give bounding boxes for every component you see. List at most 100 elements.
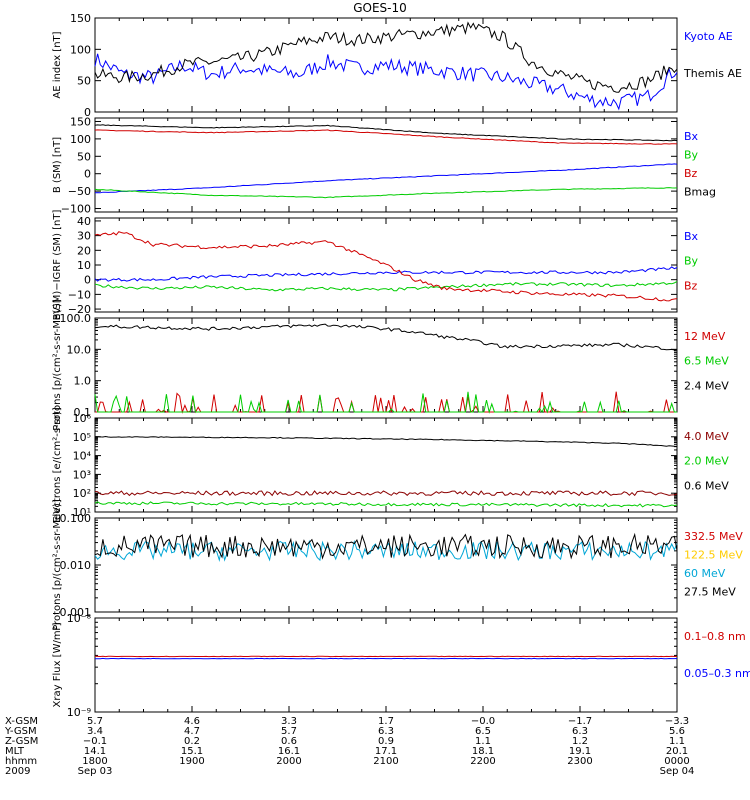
series-line	[94, 532, 678, 560]
y-tick-label: 150	[70, 115, 91, 128]
legend-label: By	[684, 149, 699, 162]
y-tick-label: 10⁶	[73, 412, 92, 425]
series-line	[94, 280, 678, 292]
bottom-axis-value: −0.1	[83, 736, 107, 747]
panel-4: 100.0 10.0 1.0 0.1 Protons [p/(cm²-s-sr-MeV)…	[52, 299, 729, 431]
legend-label: 0.6 MeV	[684, 479, 729, 492]
bottom-axis-value: 0.9	[378, 736, 394, 747]
y-tick-label: 0.001	[60, 606, 92, 619]
bottom-axis-value: 6.5	[475, 726, 491, 737]
y-tick-label: −20	[68, 303, 91, 316]
panel-frame	[94, 517, 678, 613]
bottom-axis-value: 0.2	[184, 736, 200, 747]
series-line	[94, 490, 678, 497]
y-tick-label: 30	[77, 230, 91, 243]
y-tick-label: 0.1	[74, 406, 92, 419]
legend-label: 122.5 MeV	[684, 549, 743, 562]
bottom-axis-value: 20.1	[666, 746, 688, 757]
bottom-row-label: X-GSM	[5, 716, 38, 727]
legend-label: Themis AE	[683, 67, 742, 80]
figure-title: GOES-10	[353, 1, 407, 15]
bottom-axis-value: 4.6	[184, 716, 200, 727]
y-tick-label: 1.0	[74, 375, 92, 388]
series-line	[94, 163, 678, 194]
series-line	[94, 129, 678, 145]
bottom-axis-value: 1.7	[378, 716, 394, 727]
y-tick-label: −10	[68, 288, 91, 301]
panel-frame	[94, 417, 678, 513]
bottom-axis-value: 5.7	[281, 726, 297, 737]
series-line	[94, 231, 678, 302]
bottom-axis-value: 3.3	[281, 716, 297, 727]
y-tick-label: −50	[68, 185, 91, 198]
legend-label: 27.5 MeV	[684, 586, 736, 599]
bottom-axis-value: 2000	[276, 756, 301, 767]
y-tick-label: 10⁻⁹	[67, 706, 91, 719]
y-tick-label: 100	[70, 133, 91, 146]
y-tick-label: 0	[84, 106, 91, 119]
panel-2: 150 100 50 0 −50 −100 B (SM) [nT] Bx By Bz Bmag	[52, 115, 716, 215]
series-line	[94, 266, 678, 282]
y-axis-label: Protons [p/(cm²-s-sr-MeV)]	[52, 499, 63, 631]
bottom-axis-value: 6.3	[378, 726, 394, 737]
bottom-row-label: Z-GSM	[5, 736, 38, 747]
legend-label: 6.5 MeV	[684, 355, 729, 368]
legend-label: Bmag	[684, 186, 716, 199]
series-line	[94, 187, 678, 199]
y-tick-label: 10¹	[73, 506, 91, 519]
y-tick-label: 10³	[73, 468, 91, 481]
bottom-axis-value: 17.1	[375, 746, 397, 757]
bottom-axis-value: 15.1	[181, 746, 203, 757]
y-tick-label: 40	[77, 215, 91, 228]
bottom-axis-value: −3.3	[665, 716, 689, 727]
y-axis-label: B (SM) [nT]	[52, 137, 63, 193]
y-tick-label: 0.010	[60, 559, 92, 572]
y-tick-label: 10⁴	[73, 450, 92, 463]
bottom-row-label: hhmm	[5, 756, 37, 767]
panel-7: 10⁻⁸ 10⁻⁹ Xray Flux [W/m²] 0.1–0.8 nm 0.05–0…	[52, 612, 750, 719]
bottom-axis-value: 2200	[470, 756, 495, 767]
bottom-axis-value: 1.1	[475, 736, 491, 747]
legend-label: 12 MeV	[684, 330, 726, 343]
bottom-row-label: 2009	[5, 766, 30, 777]
y-tick-label: 10	[77, 259, 91, 272]
bottom-axis-value: −0.0	[471, 716, 495, 727]
y-axis-label: Protons [p/(cm²-s-sr-MeV)]	[52, 299, 63, 431]
panel-frame	[94, 317, 678, 413]
series-line	[95, 435, 678, 447]
y-tick-label: 10²	[73, 487, 91, 500]
panel-1: 0 50 100 150 AE index [nT] Kyoto AE Themis AE	[52, 12, 742, 119]
legend-label: Bx	[684, 130, 699, 143]
panel-5: 10⁶ 10⁵ 10⁴ 10³ 10² 10¹ Electrons [e/(cm²-s-sr…	[52, 407, 729, 523]
bottom-axis-value: 18.1	[472, 746, 494, 757]
legend-label: Kyoto AE	[684, 30, 733, 43]
legend-label: Bx	[684, 230, 699, 243]
bottom-axis-value: 1.2	[572, 736, 588, 747]
bottom-axis-value: 1900	[179, 756, 204, 767]
y-tick-label: 50	[77, 75, 91, 88]
bottom-axis-value: 1800	[82, 756, 107, 767]
bottom-axis-value: 2100	[373, 756, 398, 767]
y-tick-label: 50	[77, 150, 91, 163]
series-line	[94, 53, 678, 111]
legend-label: 60 MeV	[684, 567, 726, 580]
y-tick-label: 10⁻⁸	[67, 612, 92, 625]
series-line	[94, 124, 678, 142]
bottom-axis-value: Sep 04	[660, 766, 695, 777]
series-line	[94, 501, 678, 508]
bottom-axis-value: 5.7	[87, 716, 103, 727]
y-axis-label: Xray Flux [W/m²]	[52, 622, 63, 707]
y-axis-label: B(SM)−IGRF (SM) [nT]	[52, 210, 63, 321]
legend-label: Bz	[684, 279, 698, 292]
bottom-axis-value: 3.4	[87, 726, 103, 737]
bottom-axis-value: Sep 03	[78, 766, 113, 777]
bottom-axis-value: 0000	[664, 756, 689, 767]
legend-label: 2.4 MeV	[684, 379, 729, 392]
y-axis-label: AE index [nT]	[52, 31, 63, 98]
series-line	[94, 323, 678, 351]
y-tick-label: 10.0	[67, 343, 92, 356]
y-tick-label: 0.100	[60, 512, 92, 525]
